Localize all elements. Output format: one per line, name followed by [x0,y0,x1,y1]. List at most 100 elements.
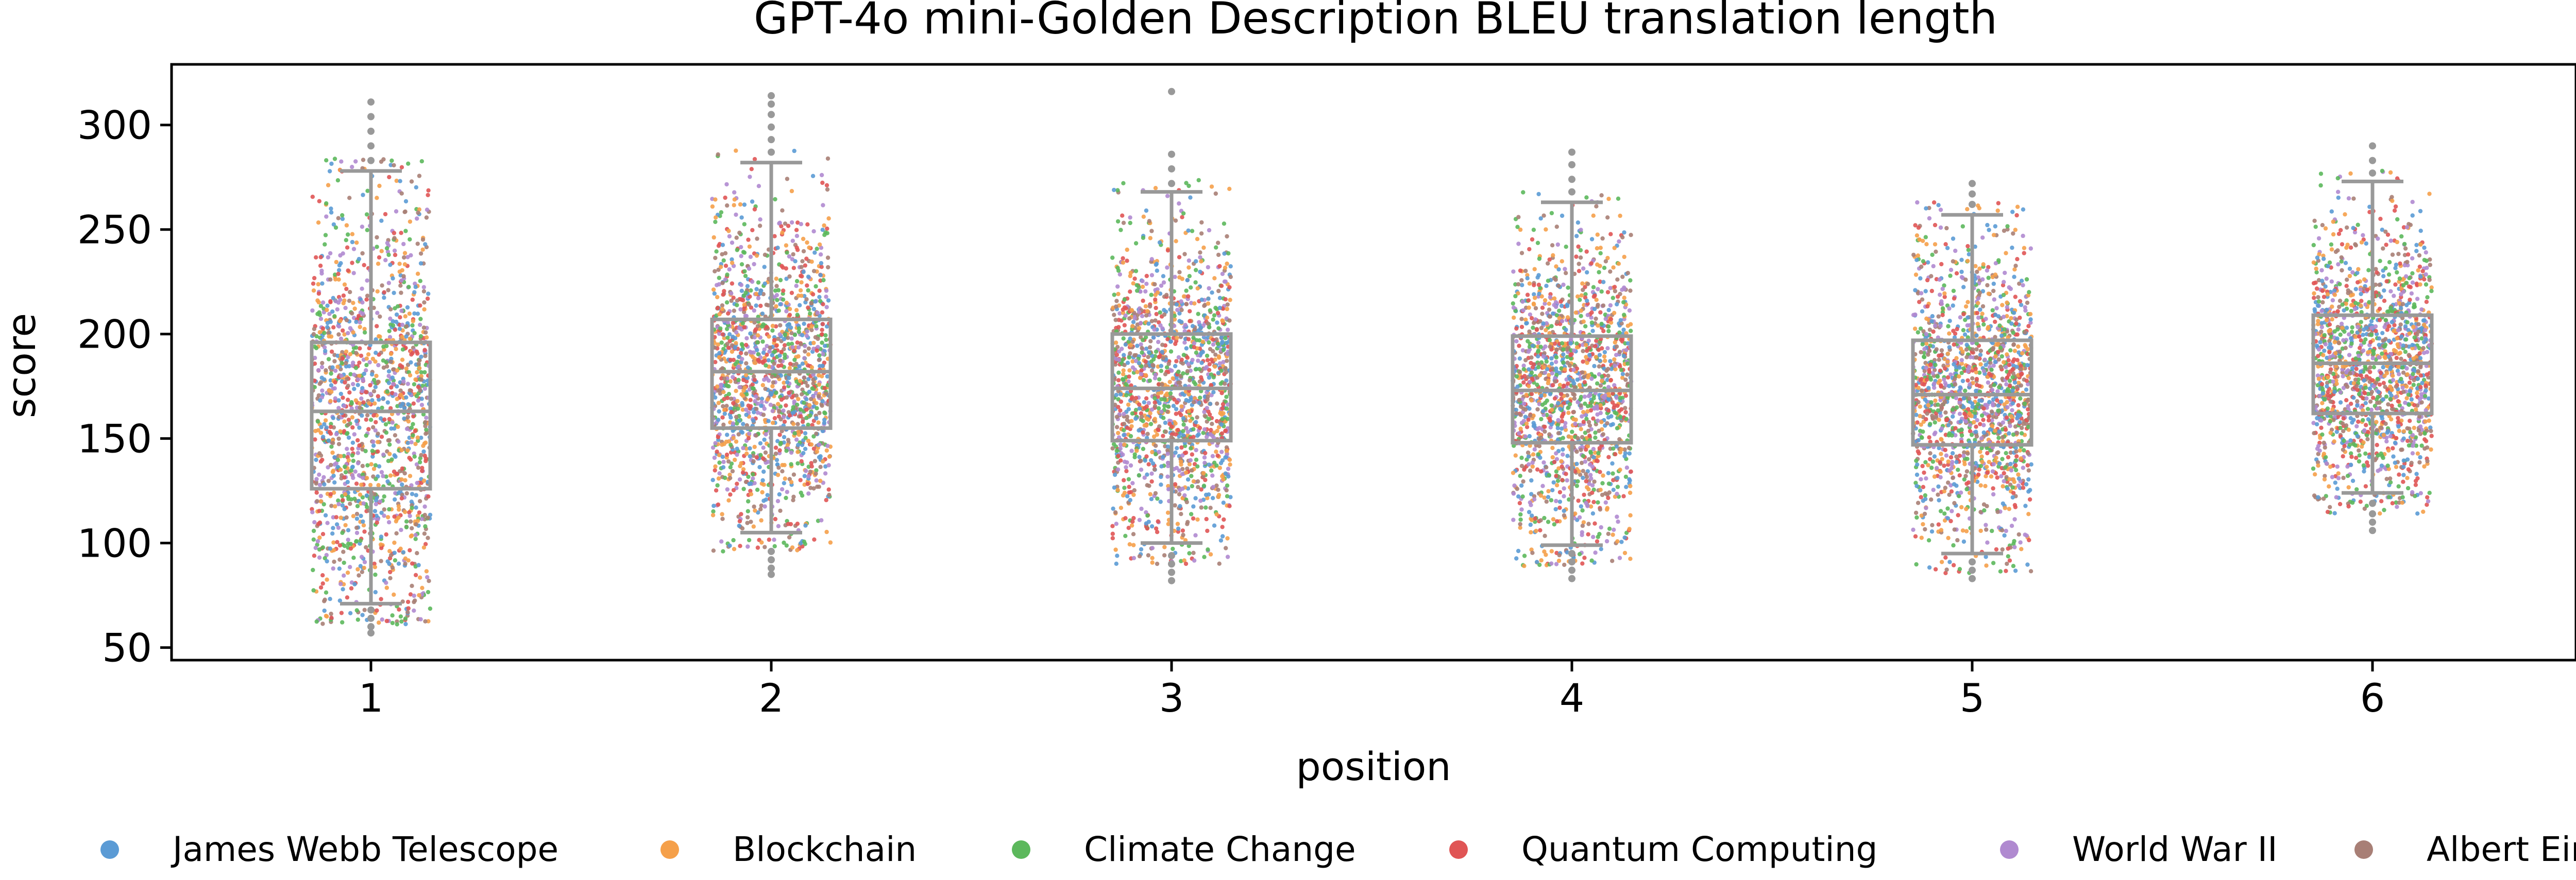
strip-point [1202,555,1207,559]
strip-point [410,492,415,496]
strip-point [1218,411,1223,416]
strip-point [777,220,782,225]
strip-point [1189,512,1194,516]
strip-point [1153,282,1157,287]
strip-point [1161,416,1166,420]
strip-point [340,503,345,508]
strip-point [332,455,337,460]
strip-point [1549,361,1554,366]
strip-point [404,519,409,524]
strip-point [386,369,392,374]
strip-point [394,471,399,476]
strip-point [1194,259,1198,264]
strip-point [353,398,358,403]
strip-point [780,469,785,474]
strip-point [742,302,747,307]
strip-point [738,202,743,207]
strip-point [1116,454,1121,458]
strip-point [826,265,831,270]
strip-point [336,442,342,446]
strip-point [1123,533,1128,539]
strip-point [1227,285,1232,290]
strip-point [372,492,377,496]
strip-point [823,471,828,476]
strip-point [806,474,811,479]
strip-point [395,368,400,373]
strip-point [1140,284,1145,289]
strip-point [376,440,380,444]
strip-point [1202,409,1207,415]
strip-point [412,331,417,336]
strip-point [722,411,727,416]
strip-point [1115,188,1120,193]
strip-point [1127,368,1132,373]
strip-point [1190,452,1194,457]
strip-point [392,550,397,555]
strip-point [368,391,373,396]
strip-point [375,289,380,294]
strip-point [750,228,755,233]
strip-point [336,271,341,277]
strip-point [325,559,329,564]
strip-point [1130,324,1135,329]
strip-point [421,478,427,483]
strip-point [1121,377,1126,382]
strip-point [365,463,370,468]
strip-point [347,196,352,200]
strip-point [787,274,792,279]
strip-point [1217,561,1222,566]
strip-point [1180,528,1185,533]
strip-point [398,388,403,393]
strip-point [1606,373,1611,378]
strip-point [315,499,319,504]
strip-point [319,365,325,370]
strip-point [814,324,819,329]
strip-point [753,508,757,513]
strip-point [325,321,330,325]
strip-point [1166,404,1171,409]
strip-point [1156,519,1160,524]
strip-point [396,424,400,429]
strip-point [328,277,333,282]
strip-point [1199,360,1204,365]
strip-point [393,433,398,438]
strip-point [408,237,412,242]
strip-point [1114,448,1119,453]
strip-point [1216,494,1221,499]
strip-point [754,291,759,296]
strip-point [789,336,794,341]
strip-point [1221,501,1226,505]
strip-point [387,507,392,512]
strip-point [811,340,816,346]
strip-point [1216,488,1221,492]
strip-point [788,361,793,366]
strip-point [336,525,341,530]
strip-point [355,504,360,509]
strip-point [728,406,733,411]
strip-point [349,586,354,591]
strip-point [1174,239,1178,244]
strip-point [424,569,429,574]
strip-point [711,504,716,508]
strip-point [1198,255,1202,260]
strip-point [1118,392,1123,396]
strip-point [352,432,357,437]
strip-point [384,246,389,251]
strip-point [324,158,329,163]
strip-point [1173,482,1178,487]
strip-point [749,350,754,355]
strip-point [720,455,725,459]
strip-point [322,608,327,613]
strip-point [379,534,384,539]
strip-point [821,278,826,283]
strip-point [1620,274,1625,279]
strip-point [720,332,725,337]
strip-point [726,392,732,396]
strip-point [819,518,824,523]
strip-point [738,307,743,312]
strip-point [801,249,806,254]
strip-point [399,496,404,501]
strip-point [402,471,407,476]
strip-point [392,592,396,597]
strip-point [406,161,411,166]
